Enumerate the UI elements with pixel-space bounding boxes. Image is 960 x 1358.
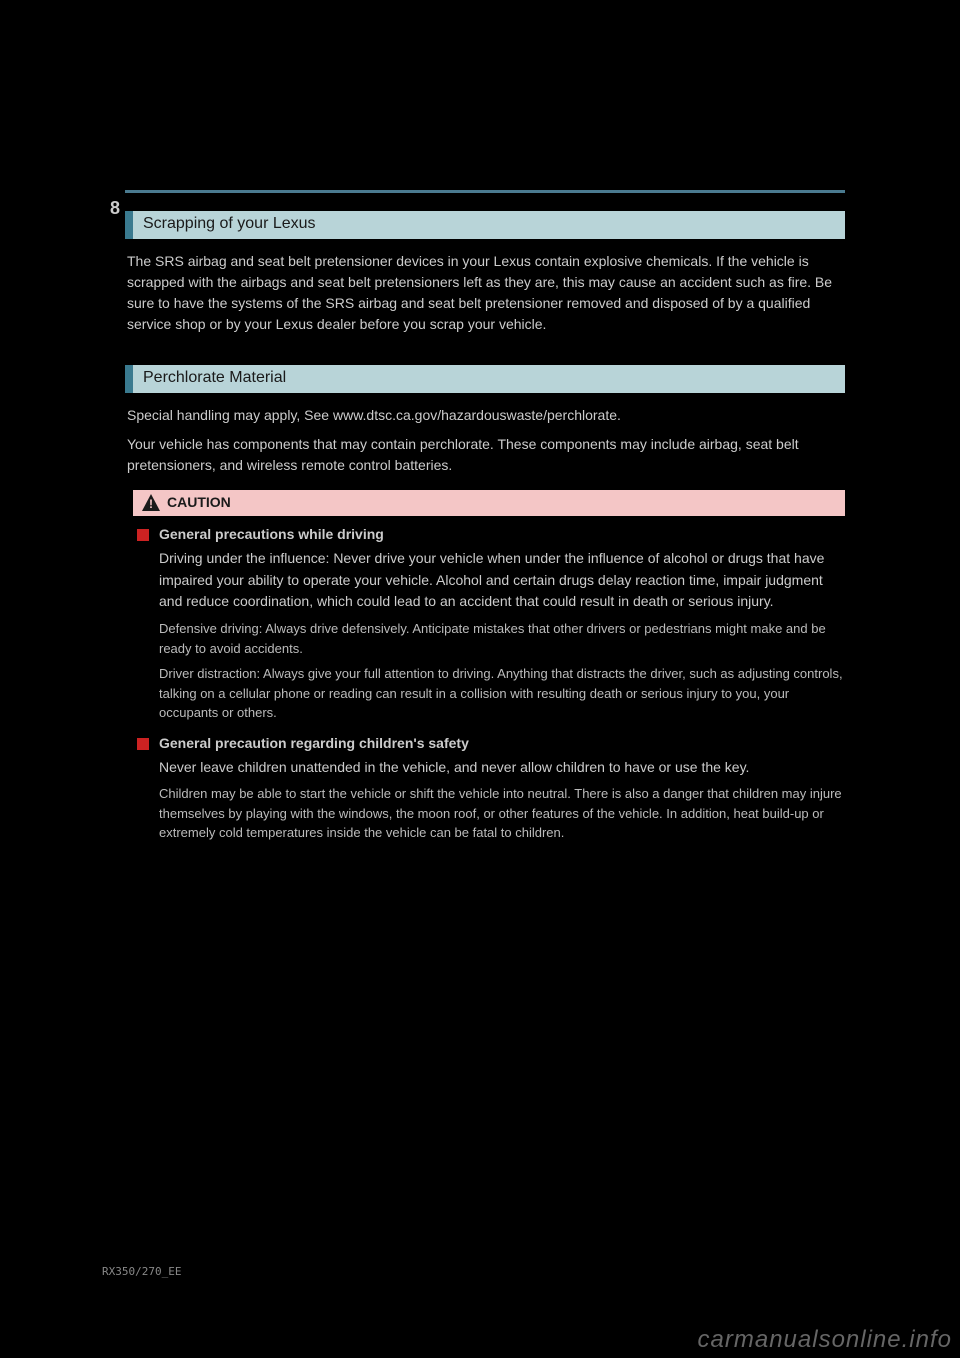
section-header-perchlorate: Perchlorate Material <box>125 365 845 393</box>
section-body: The SRS airbag and seat belt pretensione… <box>127 251 845 335</box>
caution-item-title: General precaution regarding children's … <box>159 735 469 751</box>
caution-header: ! CAUTION <box>125 490 845 516</box>
svg-text:!: ! <box>149 497 153 511</box>
caution-body: Driving under the influence: Never drive… <box>159 548 845 613</box>
section-accent-bar <box>125 211 133 239</box>
page-number: 8 <box>110 198 120 219</box>
caution-sub-body: Driver distraction: Always give your ful… <box>159 664 845 723</box>
caution-item: General precaution regarding children's … <box>137 735 845 751</box>
caution-item-title: General precautions while driving <box>159 526 384 542</box>
caution-label: CAUTION <box>167 494 231 510</box>
page-container: 8 Scrapping of your Lexus The SRS airbag… <box>125 190 845 849</box>
section-header-scrapping: Scrapping of your Lexus <box>125 211 845 239</box>
watermark: carmanualsonline.info <box>698 1326 952 1354</box>
caution-header-bg <box>133 490 845 516</box>
header-divider <box>125 190 845 193</box>
section-accent-bar <box>125 365 133 393</box>
caution-item: General precautions while driving <box>137 526 845 542</box>
bullet-icon <box>137 738 149 750</box>
section-body: Special handling may apply, See www.dtsc… <box>127 405 845 426</box>
footer-filename: RX350/270_EE <box>102 1265 181 1278</box>
bullet-icon <box>137 529 149 541</box>
section-title: Perchlorate Material <box>143 369 286 387</box>
caution-sub-body: Children may be able to start the vehicl… <box>159 784 845 843</box>
caution-sub-body: Defensive driving: Always drive defensiv… <box>159 619 845 658</box>
section-title: Scrapping of your Lexus <box>143 215 316 233</box>
caution-body: Never leave children unattended in the v… <box>159 757 845 779</box>
warning-triangle-icon: ! <box>141 493 161 513</box>
section-body: Your vehicle has components that may con… <box>127 434 845 476</box>
